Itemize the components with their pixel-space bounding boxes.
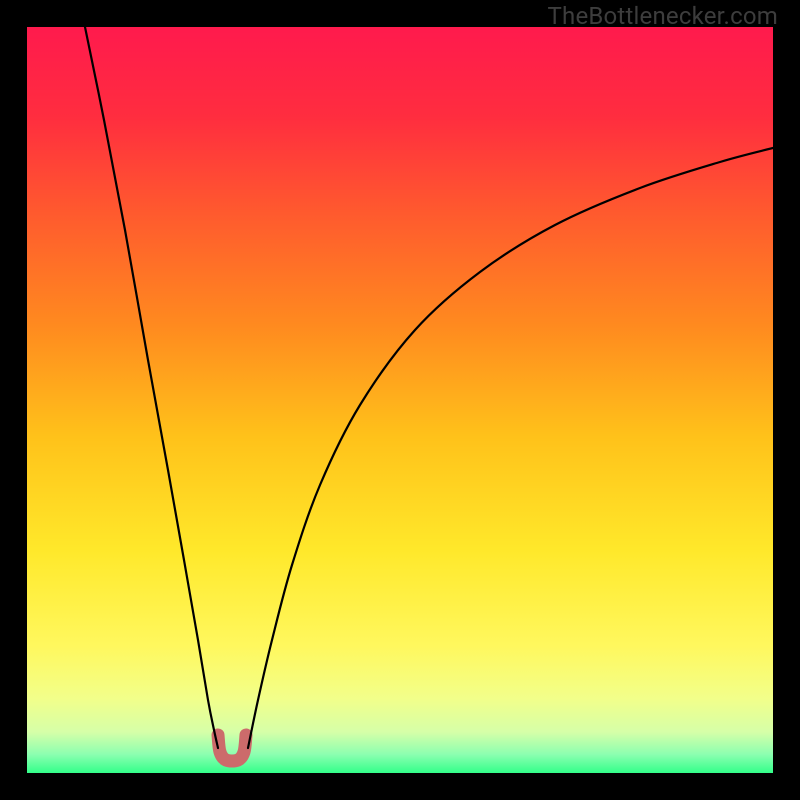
plot-background — [27, 27, 773, 773]
chart-stage: TheBottlenecker.com — [0, 0, 800, 800]
watermark-text: TheBottlenecker.com — [548, 2, 779, 30]
chart-svg — [0, 0, 800, 800]
